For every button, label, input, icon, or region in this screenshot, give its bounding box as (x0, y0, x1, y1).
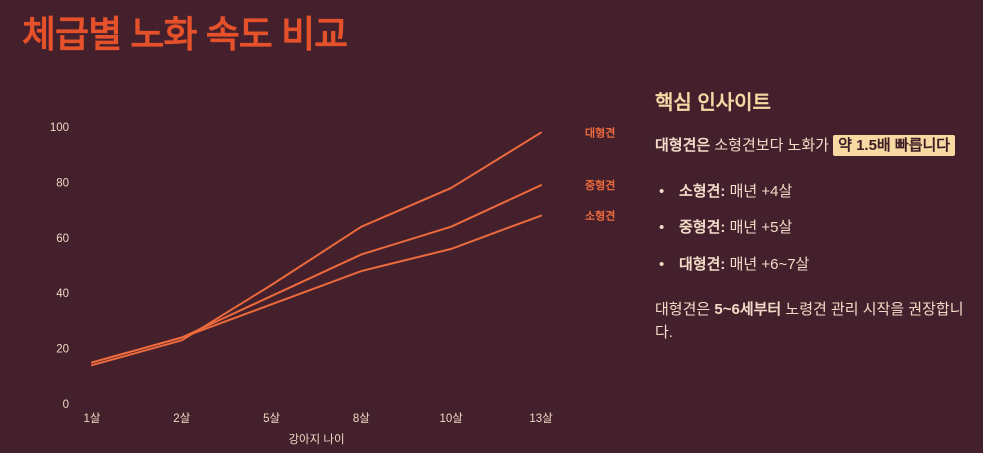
x-tick-label: 2살 (173, 412, 190, 425)
x-tick-label: 13살 (529, 412, 553, 425)
y-tick-label: 0 (63, 399, 69, 411)
bullet-text: 매년 +4살 (725, 182, 793, 200)
insights-lead: 대형견은 소형견보다 노화가 약 1.5배 빠릅니다 (655, 135, 977, 158)
list-item: • 중형견: 매년 +5살 (655, 218, 977, 238)
x-tick-label: 5살 (263, 412, 280, 425)
y-tick-label: 80 (56, 177, 69, 189)
bullet-icon: • (659, 219, 665, 236)
bullet-label: 소형견: (679, 182, 726, 200)
lead-bold-text: 대형견은 (655, 137, 711, 154)
insights-title: 핵심 인사이트 (655, 92, 771, 114)
series-label: 대형견 (585, 126, 615, 140)
bullet-label: 중형견: (679, 219, 726, 236)
y-tick-label: 60 (56, 233, 69, 245)
bullet-icon: • (659, 255, 665, 273)
page-title: 체급별 노화 속도 비교 (22, 14, 348, 55)
chart-line-소형견 (91, 214, 542, 364)
footer-suffix-text: 노령견 관리 시작을 권장합니다. (655, 301, 964, 342)
bullet-text: 매년 +5살 (725, 219, 793, 236)
bullet-text: 매년 +6~7살 (725, 255, 810, 273)
list-item: • 대형견: 매년 +6~7살 (655, 255, 977, 275)
chart-line-대형견 (91, 131, 542, 367)
list-item: • 소형견: 매년 +4살 (655, 182, 977, 202)
lead-highlight: 약 1.5배 빠릅니다 (833, 135, 956, 156)
insights-footer: 대형견은 5~6세부터 노령견 관리 시작을 권장합니다. (655, 298, 977, 345)
footer-bold-text: 5~6세부터 (714, 301, 782, 318)
chart-line-중형견 (91, 184, 542, 364)
y-tick-label: 100 (50, 122, 69, 134)
y-tick-label: 40 (56, 288, 69, 300)
insights-panel: 핵심 인사이트 대형견은 소형견보다 노화가 약 1.5배 빠릅니다 • 소형견:… (655, 86, 977, 345)
bullet-icon: • (659, 182, 665, 200)
series-label: 중형견 (585, 178, 615, 192)
x-tick-label: 1살 (84, 412, 101, 425)
lead-rest-text: 소형견보다 노화가 (710, 137, 834, 154)
x-tick-label: 8살 (353, 412, 370, 425)
y-tick-label: 20 (56, 344, 69, 356)
x-axis-title: 강아지 나이 (288, 433, 344, 446)
footer-prefix-text: 대형견은 (655, 301, 715, 318)
x-tick-label: 10살 (440, 412, 464, 425)
bullet-label: 대형견: (679, 255, 726, 273)
insights-bullet-list: • 소형견: 매년 +4살 • 중형견: 매년 +5살 • 대형견: 매년 +6~7살 (655, 182, 977, 275)
series-label: 소형견 (585, 209, 615, 223)
